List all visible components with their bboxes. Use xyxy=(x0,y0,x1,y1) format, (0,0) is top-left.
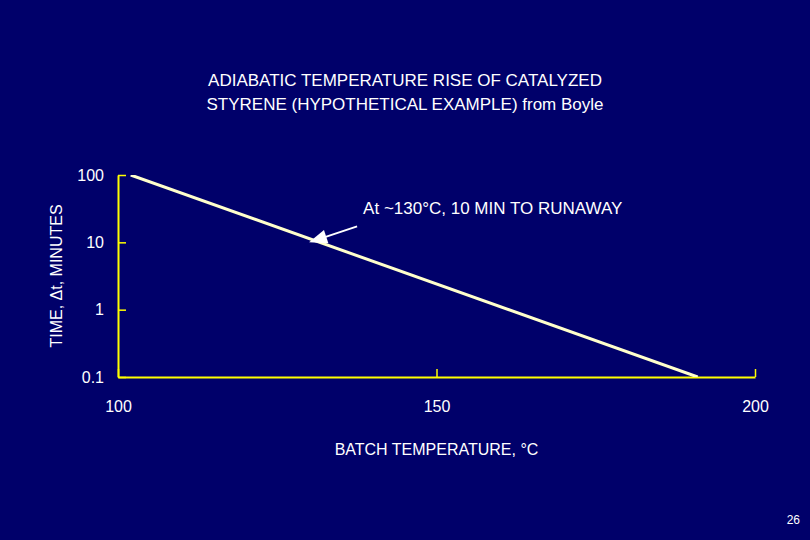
x-tick: 100 xyxy=(105,369,132,415)
title-line: STYRENE (HYPOTHETICAL EXAMPLE) from Boyl… xyxy=(206,95,603,114)
y-axis-title: TIME, Δt, MINUTES xyxy=(48,204,65,347)
y-tick-label: 100 xyxy=(77,167,104,184)
y-tick: 100 xyxy=(77,167,126,184)
annotation-arrow-head xyxy=(309,230,328,243)
y-tick-label: 0.1 xyxy=(82,369,104,386)
y-axis-line xyxy=(118,176,120,378)
data-line xyxy=(131,175,698,377)
x-axis-title: BATCH TEMPERATURE, °C xyxy=(335,441,539,458)
x-tick-label: 150 xyxy=(424,398,451,415)
x-tick-label: 200 xyxy=(742,398,769,415)
page-number: 26 xyxy=(787,513,801,527)
x-tick-label: 100 xyxy=(105,398,132,415)
y-tick-mark xyxy=(118,175,126,177)
title: ADIABATIC TEMPERATURE RISE OF CATALYZED S… xyxy=(206,71,603,114)
plot-area xyxy=(131,175,698,377)
x-tick: 200 xyxy=(742,369,769,415)
title-line: ADIABATIC TEMPERATURE RISE OF CATALYZED xyxy=(208,71,602,90)
annotation: At ~130°C, 10 MIN TO RUNAWAY xyxy=(309,199,622,243)
annotation-text: At ~130°C, 10 MIN TO RUNAWAY xyxy=(363,199,622,218)
y-tick: 1 xyxy=(95,301,126,318)
x-tick-mark xyxy=(118,369,120,377)
x-tick: 150 xyxy=(424,369,451,415)
y-tick-mark xyxy=(118,242,126,244)
x-tick-mark xyxy=(755,369,757,377)
background xyxy=(0,0,810,540)
chart: ADIABATIC TEMPERATURE RISE OF CATALYZED S… xyxy=(0,0,810,540)
x-tick-mark xyxy=(436,369,438,377)
y-tick-label: 10 xyxy=(86,234,104,251)
annotation-arrow-shaft xyxy=(321,226,357,238)
x-axis: 100 150 200 xyxy=(105,369,769,415)
y-tick: 10 xyxy=(86,234,126,251)
y-axis: 0.1 1 10 100 xyxy=(77,167,126,386)
y-tick-mark xyxy=(118,309,126,311)
y-tick-label: 1 xyxy=(95,301,104,318)
